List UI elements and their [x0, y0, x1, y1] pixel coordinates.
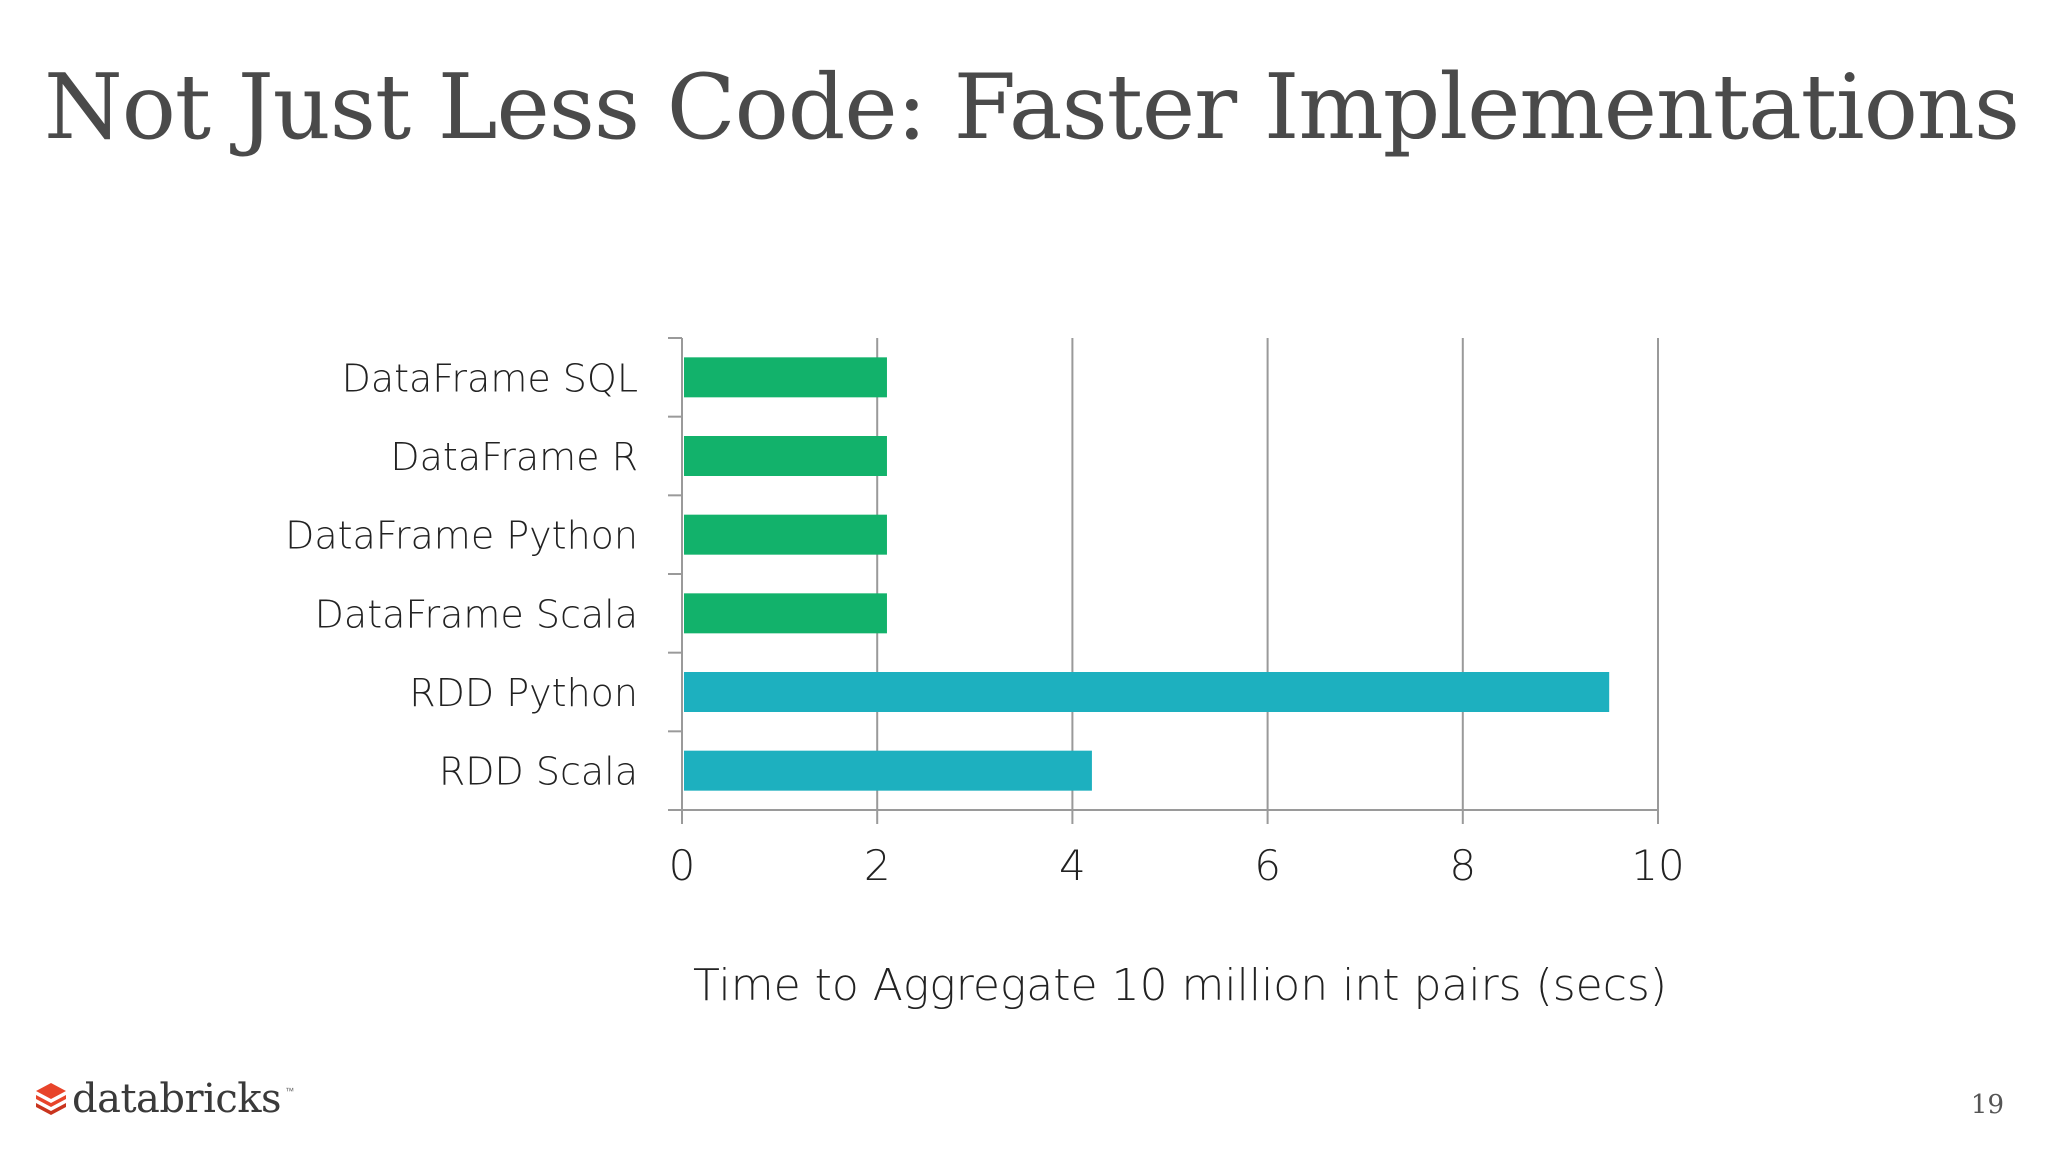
x-tick-label: 2 [864, 841, 891, 890]
bar-dataframe-r [684, 436, 887, 476]
bar-dataframe-scala [684, 593, 887, 634]
bar-dataframe-python [684, 514, 887, 555]
x-tick-label: 8 [1449, 841, 1476, 890]
logo-trademark: ™ [285, 1086, 295, 1096]
logo-wordmark: databricks [72, 1076, 282, 1122]
x-tick-label: 4 [1059, 841, 1086, 890]
bar-rdd-python [684, 672, 1610, 712]
databricks-logo-icon [36, 1083, 66, 1115]
category-label: RDD Python [409, 671, 638, 715]
page-number: 19 [1970, 1090, 2004, 1120]
x-tick-label: 10 [1631, 841, 1684, 890]
slide-title: Not Just Less Code: Faster Implementatio… [44, 55, 2020, 160]
bar-rdd-scala [684, 750, 1092, 791]
x-tick-label: 6 [1254, 841, 1281, 890]
category-label: RDD Scala [439, 750, 638, 794]
category-label: DataFrame R [390, 435, 638, 479]
category-label: DataFrame SQL [342, 356, 638, 400]
bar-dataframe-sql [684, 357, 887, 398]
category-label: DataFrame Python [285, 514, 638, 558]
databricks-logo: databricks ™ [34, 1076, 294, 1122]
category-label: DataFrame Scala [315, 592, 638, 636]
x-axis-label: Time to Aggregate 10 million int pairs (… [693, 960, 1667, 1011]
x-tick-label: 0 [669, 841, 696, 890]
